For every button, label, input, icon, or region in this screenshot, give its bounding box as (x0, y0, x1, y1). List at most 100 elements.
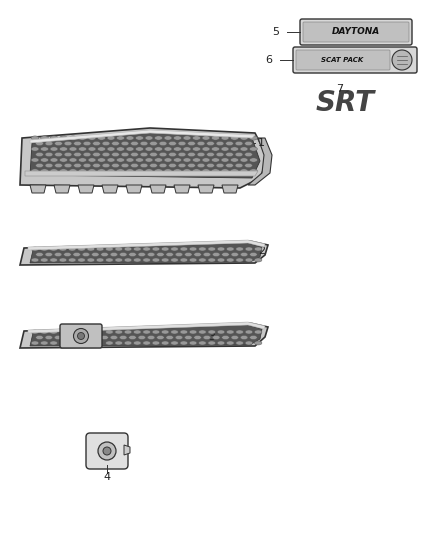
Ellipse shape (124, 330, 132, 334)
Ellipse shape (117, 169, 124, 173)
Polygon shape (174, 185, 190, 193)
Ellipse shape (78, 169, 86, 173)
Ellipse shape (162, 258, 169, 262)
Ellipse shape (78, 258, 85, 262)
Polygon shape (30, 243, 262, 263)
Circle shape (98, 442, 116, 460)
Ellipse shape (31, 147, 39, 151)
Ellipse shape (112, 152, 120, 157)
Ellipse shape (155, 169, 162, 173)
Ellipse shape (189, 341, 197, 345)
Ellipse shape (244, 152, 252, 157)
Text: 7: 7 (336, 84, 343, 94)
Ellipse shape (221, 147, 229, 151)
Ellipse shape (45, 164, 53, 167)
Ellipse shape (64, 152, 72, 157)
Ellipse shape (68, 258, 76, 262)
Ellipse shape (78, 147, 86, 151)
Ellipse shape (115, 341, 123, 345)
Ellipse shape (240, 136, 248, 140)
Ellipse shape (41, 147, 49, 151)
Polygon shape (248, 138, 272, 185)
Ellipse shape (230, 158, 238, 162)
Ellipse shape (92, 152, 100, 157)
Ellipse shape (250, 253, 257, 256)
Ellipse shape (216, 152, 224, 157)
Ellipse shape (202, 147, 210, 151)
Ellipse shape (189, 330, 197, 334)
Ellipse shape (207, 164, 214, 167)
Ellipse shape (102, 164, 110, 167)
Ellipse shape (50, 147, 58, 151)
Ellipse shape (41, 169, 49, 173)
Ellipse shape (221, 158, 229, 162)
Ellipse shape (245, 330, 253, 334)
Ellipse shape (164, 147, 172, 151)
Ellipse shape (150, 164, 157, 167)
Ellipse shape (102, 152, 110, 157)
Polygon shape (30, 133, 260, 178)
Polygon shape (126, 185, 142, 193)
Ellipse shape (240, 147, 248, 151)
Ellipse shape (208, 247, 215, 251)
Ellipse shape (69, 169, 77, 173)
Ellipse shape (245, 247, 253, 251)
Ellipse shape (101, 335, 108, 340)
Ellipse shape (152, 341, 159, 345)
Ellipse shape (203, 335, 211, 340)
Ellipse shape (207, 152, 214, 157)
Polygon shape (20, 323, 268, 348)
Circle shape (103, 447, 111, 455)
Ellipse shape (226, 330, 234, 334)
Ellipse shape (87, 258, 95, 262)
Ellipse shape (240, 158, 248, 162)
Polygon shape (20, 128, 268, 188)
Ellipse shape (244, 164, 252, 167)
Ellipse shape (50, 158, 58, 162)
Ellipse shape (193, 136, 201, 140)
Ellipse shape (131, 152, 138, 157)
Ellipse shape (173, 136, 181, 140)
Ellipse shape (136, 158, 143, 162)
Ellipse shape (134, 330, 141, 334)
Ellipse shape (87, 247, 95, 251)
Ellipse shape (82, 253, 90, 256)
Ellipse shape (169, 152, 177, 157)
Ellipse shape (217, 247, 225, 251)
Ellipse shape (183, 169, 191, 173)
Ellipse shape (129, 335, 136, 340)
Ellipse shape (222, 253, 229, 256)
Ellipse shape (55, 152, 62, 157)
Polygon shape (222, 185, 238, 193)
Polygon shape (28, 322, 265, 333)
Ellipse shape (41, 330, 48, 334)
Ellipse shape (226, 341, 234, 345)
Ellipse shape (173, 169, 181, 173)
Ellipse shape (78, 158, 86, 162)
Ellipse shape (159, 141, 167, 146)
Ellipse shape (88, 158, 96, 162)
Ellipse shape (208, 341, 215, 345)
Ellipse shape (203, 253, 211, 256)
Ellipse shape (124, 247, 132, 251)
Ellipse shape (74, 141, 81, 146)
Ellipse shape (230, 169, 238, 173)
Polygon shape (198, 185, 214, 193)
Ellipse shape (126, 136, 134, 140)
Ellipse shape (245, 341, 253, 345)
Ellipse shape (50, 169, 58, 173)
Ellipse shape (199, 247, 206, 251)
Ellipse shape (231, 335, 239, 340)
Ellipse shape (60, 147, 67, 151)
Text: SRT: SRT (315, 89, 374, 117)
Ellipse shape (115, 330, 123, 334)
Polygon shape (30, 325, 262, 346)
Ellipse shape (41, 136, 49, 140)
Ellipse shape (106, 247, 113, 251)
Ellipse shape (145, 158, 153, 162)
Text: 5: 5 (272, 27, 279, 37)
Ellipse shape (60, 158, 67, 162)
Ellipse shape (143, 341, 150, 345)
Ellipse shape (117, 147, 124, 151)
Ellipse shape (250, 335, 257, 340)
